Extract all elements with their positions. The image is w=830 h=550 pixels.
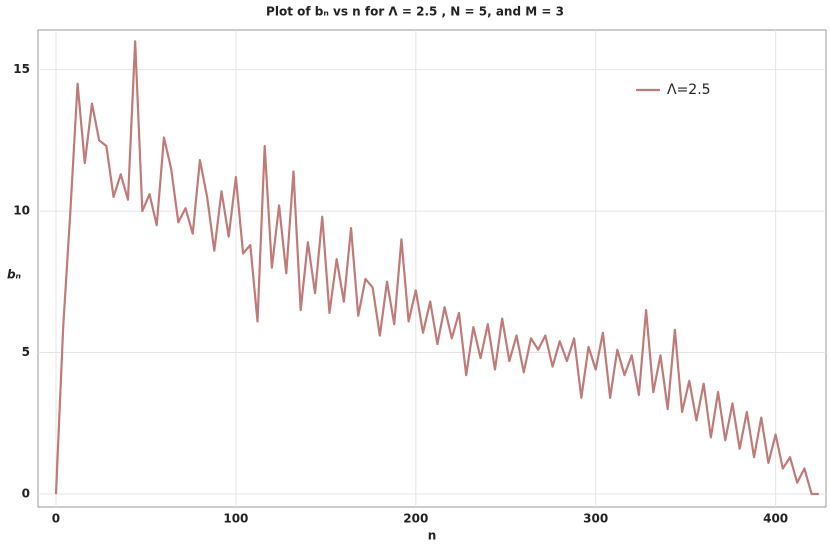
chart-title: Plot of bₙ vs n for Λ = 2.5 , N = 5, and… <box>266 5 564 19</box>
y-tick-label: 0 <box>22 486 30 500</box>
y-tick-label: 15 <box>13 62 30 76</box>
plot-frame <box>37 29 827 508</box>
x-tick-label: 100 <box>223 512 248 526</box>
data-line <box>54 40 819 496</box>
x-tick-label: 200 <box>403 512 428 526</box>
y-tick-label: 5 <box>22 345 30 359</box>
x-tick-label: 0 <box>52 512 60 526</box>
x-tick-label: 300 <box>583 512 608 526</box>
x-axis-label: n <box>428 529 437 543</box>
y-axis-label: bₙ <box>7 268 22 282</box>
x-tick-label: 400 <box>763 512 788 526</box>
y-tick-label: 10 <box>13 204 30 218</box>
legend-label: Λ=2.5 <box>667 82 711 98</box>
